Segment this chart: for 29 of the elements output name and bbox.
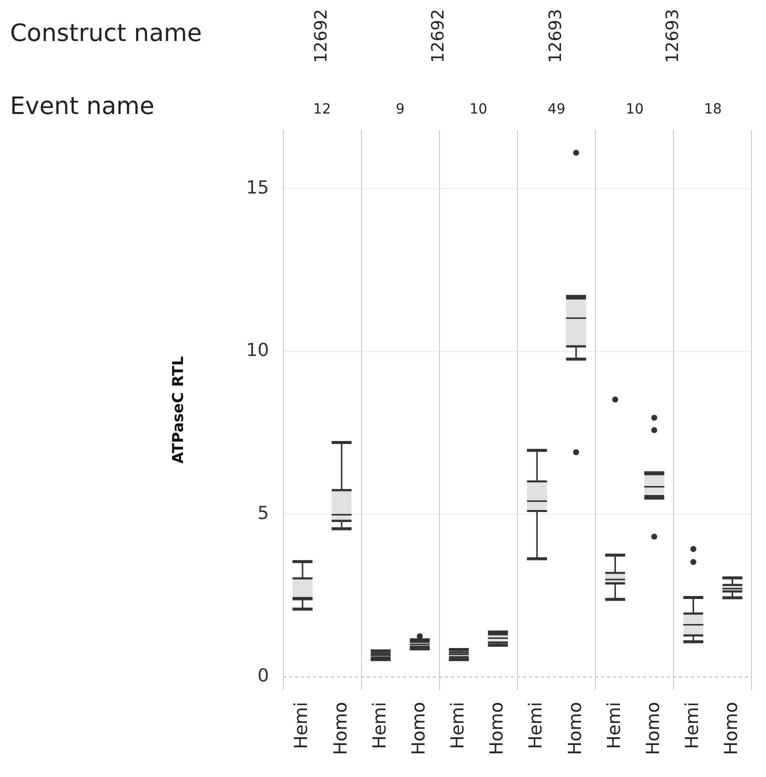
x-tick-label: Homo [564, 702, 586, 756]
y-tick-label: 5 [258, 502, 269, 524]
x-tick-label: Hemi [369, 702, 390, 750]
x-tick-label: Hemi [604, 702, 625, 750]
text: 10 [469, 102, 488, 118]
text: 12693 [546, 8, 566, 64]
x-tick-label: Hemi [448, 702, 469, 750]
text: 12692 [312, 8, 332, 64]
y-tick-label: 0 [258, 666, 269, 687]
x-tick-label: Homo [721, 702, 742, 756]
x-tick-label: Hemi [526, 702, 547, 750]
text: Event name [10, 92, 154, 120]
x-tick-label: Hemi [682, 702, 703, 750]
text: 12692 [428, 8, 449, 64]
x-tick-label: Homo [408, 702, 430, 756]
y-axis-title: ATPaseC RTL [168, 356, 187, 464]
text: 9 [396, 102, 405, 118]
y-tick-label: 15 [246, 177, 269, 198]
x-tick-label: Homo [642, 702, 664, 756]
x-tick-label: Hemi [291, 702, 312, 750]
text: 18 [704, 102, 722, 118]
text: 10 [626, 102, 644, 118]
x-tick-label: Homo [330, 702, 352, 756]
text: 49 [548, 102, 566, 118]
text: 12 [313, 102, 331, 118]
x-tick-label: Homo [486, 702, 508, 756]
text: Construct name [10, 19, 202, 48]
y-tick-label: 10 [246, 340, 269, 362]
text: 12693 [663, 8, 684, 64]
